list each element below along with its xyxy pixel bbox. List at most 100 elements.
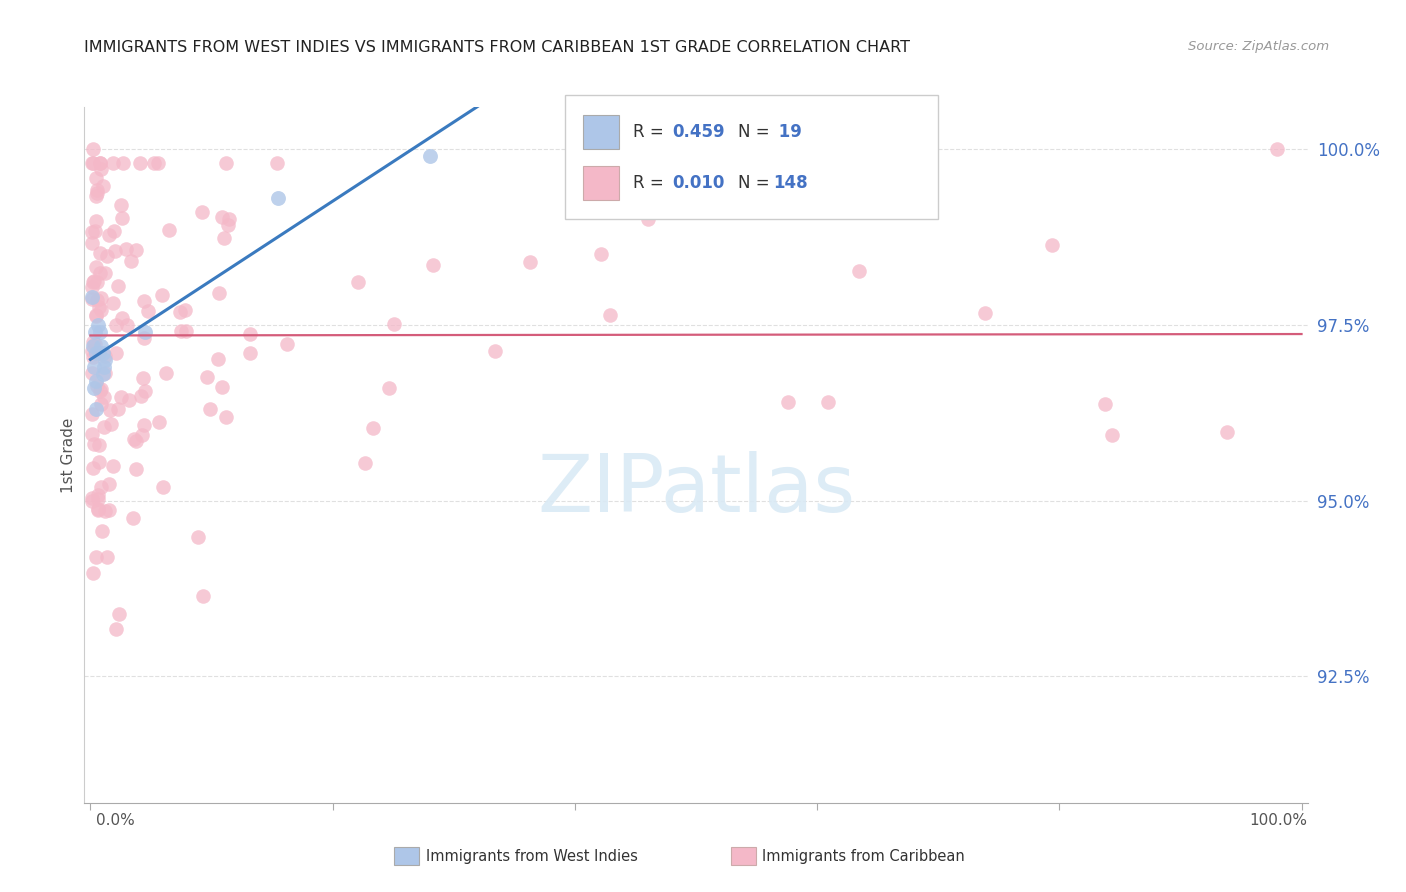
Text: 0.0%: 0.0% bbox=[96, 813, 135, 828]
Point bbox=[103, 224, 125, 238]
Point bbox=[90, 480, 112, 494]
Point bbox=[83, 436, 105, 450]
Point bbox=[110, 390, 132, 404]
Point bbox=[82, 142, 104, 156]
Point bbox=[195, 370, 218, 384]
Point bbox=[86, 402, 108, 417]
Point bbox=[1215, 425, 1237, 439]
Point bbox=[94, 349, 117, 363]
Point bbox=[148, 156, 170, 170]
Point bbox=[218, 212, 240, 227]
Point bbox=[93, 504, 115, 518]
Point bbox=[83, 274, 105, 288]
Point bbox=[125, 462, 148, 476]
Point bbox=[91, 524, 114, 539]
Point bbox=[484, 344, 506, 359]
Point bbox=[212, 231, 235, 245]
Point bbox=[87, 346, 110, 360]
Point bbox=[848, 264, 870, 278]
Point bbox=[591, 247, 613, 261]
Point bbox=[82, 351, 104, 365]
Point bbox=[208, 285, 231, 300]
Point bbox=[114, 242, 136, 256]
Point bbox=[89, 455, 111, 469]
Text: Immigrants from West Indies: Immigrants from West Indies bbox=[426, 849, 638, 863]
Point bbox=[974, 306, 997, 320]
Point bbox=[80, 427, 103, 442]
Point bbox=[82, 156, 104, 170]
Point bbox=[215, 156, 238, 170]
Point bbox=[80, 407, 103, 421]
Point bbox=[115, 318, 138, 333]
Point bbox=[84, 213, 107, 227]
Point bbox=[104, 318, 127, 332]
Point bbox=[86, 275, 108, 289]
Point bbox=[87, 488, 110, 502]
Point bbox=[124, 244, 146, 258]
Text: N =: N = bbox=[738, 175, 775, 193]
Point bbox=[93, 420, 115, 434]
Point bbox=[124, 432, 146, 446]
Point bbox=[1101, 428, 1123, 442]
Point bbox=[86, 378, 108, 392]
Point bbox=[211, 210, 233, 224]
Point bbox=[211, 379, 233, 393]
Point bbox=[118, 393, 141, 408]
Point bbox=[82, 566, 104, 580]
Text: 100.0%: 100.0% bbox=[1250, 813, 1308, 828]
Point bbox=[155, 366, 177, 380]
Point bbox=[93, 266, 115, 280]
Point bbox=[157, 223, 180, 237]
Point bbox=[86, 502, 108, 516]
Text: 148: 148 bbox=[773, 175, 808, 193]
Point bbox=[174, 325, 197, 339]
Point bbox=[1265, 142, 1288, 156]
Point bbox=[217, 218, 239, 232]
Point bbox=[83, 381, 105, 395]
Text: 19: 19 bbox=[773, 123, 803, 141]
Point bbox=[191, 205, 214, 219]
Point bbox=[86, 374, 108, 388]
Point bbox=[132, 370, 155, 384]
Point bbox=[94, 353, 117, 368]
Point bbox=[89, 325, 111, 339]
Point bbox=[93, 390, 115, 404]
Point bbox=[382, 317, 405, 331]
Point bbox=[84, 224, 107, 238]
Point bbox=[90, 382, 112, 396]
Point bbox=[239, 327, 262, 342]
Point bbox=[111, 211, 134, 225]
Point bbox=[125, 434, 148, 448]
Point bbox=[101, 156, 124, 170]
Text: N =: N = bbox=[738, 123, 775, 141]
Point bbox=[80, 292, 103, 306]
Point bbox=[90, 339, 112, 353]
Point bbox=[80, 493, 103, 508]
Point bbox=[103, 458, 125, 473]
Point bbox=[98, 477, 121, 491]
Point bbox=[84, 308, 107, 322]
Point bbox=[104, 244, 127, 258]
Text: IMMIGRANTS FROM WEST INDIES VS IMMIGRANTS FROM CARIBBEAN 1ST GRADE CORRELATION C: IMMIGRANTS FROM WEST INDIES VS IMMIGRANT… bbox=[84, 40, 910, 55]
Point bbox=[637, 212, 659, 227]
Point bbox=[82, 339, 104, 353]
Point bbox=[80, 225, 103, 239]
Point bbox=[86, 318, 108, 332]
Point bbox=[90, 397, 112, 411]
Text: ZIPatlas: ZIPatlas bbox=[537, 450, 855, 529]
Point bbox=[86, 491, 108, 506]
Text: Immigrants from Caribbean: Immigrants from Caribbean bbox=[762, 849, 965, 863]
Point bbox=[134, 417, 156, 432]
Point bbox=[134, 325, 156, 339]
Point bbox=[136, 304, 159, 318]
Point bbox=[80, 280, 103, 294]
Point bbox=[132, 293, 155, 308]
Point bbox=[86, 171, 108, 186]
Point bbox=[80, 491, 103, 506]
Point bbox=[104, 346, 127, 360]
Point bbox=[91, 367, 114, 381]
Point bbox=[86, 346, 108, 360]
Point bbox=[93, 360, 115, 375]
Point bbox=[84, 550, 107, 565]
Text: 0.010: 0.010 bbox=[672, 175, 724, 193]
